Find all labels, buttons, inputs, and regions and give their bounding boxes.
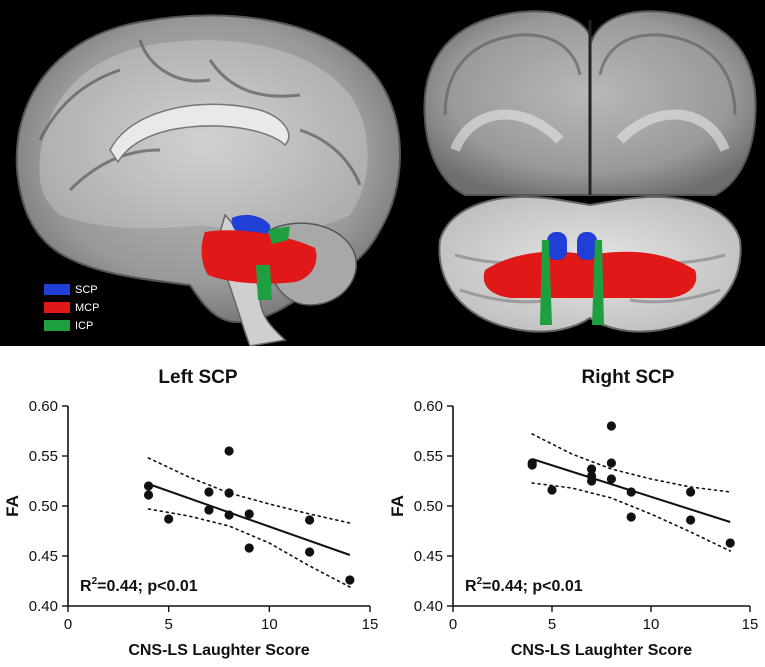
brain-illustration: SCP MCP ICP (15, 10, 757, 346)
left-scp-data-point (244, 509, 254, 519)
left-scp-data-point (164, 514, 174, 524)
left-scp-x-tick-label: 10 (261, 616, 278, 633)
right-scp-data-point (547, 485, 557, 495)
left-scp-ci-upper (147, 457, 351, 524)
brain-image-panel: SCP MCP ICP (0, 0, 765, 346)
left-scp-x-tick-label: 0 (64, 616, 72, 633)
left-scp-y-tick-label: 0.45 (29, 548, 58, 565)
scp-tract-coronal-left (547, 232, 567, 260)
right-scp-y-tick-label: 0.60 (414, 398, 443, 415)
left-scp-data-point (224, 446, 234, 456)
right-scp-data-point (587, 464, 597, 474)
right-scp-y-tick-label: 0.45 (414, 548, 443, 565)
left-scp-x-tick-label: 5 (164, 616, 172, 633)
right-scp-y-axis-label: FA (388, 495, 407, 517)
left-scp-y-axis-label: FA (3, 495, 22, 517)
right-scp-data-point (606, 474, 616, 484)
right-scp-data-point (606, 458, 616, 468)
left-scp-ci-lower (147, 508, 351, 588)
tract-legend: SCP MCP ICP (44, 284, 99, 332)
left-scp-x-axis-label: CNS-LS Laughter Score (128, 642, 309, 659)
left-scp-y-tick-label: 0.50 (29, 498, 58, 515)
left-scp-y-tick-label: 0.40 (29, 598, 58, 615)
right-scp-x-tick-label: 5 (548, 616, 556, 633)
right-scp-data-point (686, 515, 696, 525)
legend-swatch-scp (44, 284, 70, 295)
icp-tract-coronal (540, 240, 604, 325)
left-scp-scatter-plot: Left SCP 0.40 0.45 0.50 0.55 0.60 0 5 10 15 CNS-LS… (3, 367, 379, 659)
left-scp-y-tick-label: 0.60 (29, 398, 58, 415)
left-scp-data-point (204, 487, 214, 497)
left-scp-data-point (143, 490, 154, 500)
right-scp-plot-title: Right SCP (582, 367, 675, 388)
right-scp-x-tick-label: 0 (449, 616, 457, 633)
right-scp-y-tick-label: 0.40 (414, 598, 443, 615)
scp-tract-coronal-right (577, 232, 597, 260)
left-scp-x-tick-label: 15 (362, 616, 379, 633)
right-scp-data-point (725, 538, 735, 548)
legend-label-scp: SCP (75, 284, 98, 296)
sagittal-brain-view (15, 14, 401, 346)
left-scp-r2-annotation: R2=0.44; p<0.01 (80, 576, 198, 595)
icp-tract-sagittal (256, 226, 290, 300)
left-scp-data-point (345, 575, 355, 585)
right-scp-data-point (527, 460, 537, 470)
right-scp-ci-lower (531, 482, 731, 552)
left-scp-data-point (244, 543, 254, 553)
left-scp-regression-line (148, 483, 351, 556)
legend-label-icp: ICP (75, 320, 93, 332)
right-scp-x-tick-label: 15 (742, 616, 759, 633)
left-scp-data-point (204, 505, 214, 515)
legend-swatch-mcp (44, 302, 70, 313)
left-scp-data-point (224, 510, 234, 520)
mcp-tract-coronal (483, 251, 697, 298)
right-scp-data-point (686, 487, 696, 497)
right-scp-ci-upper (531, 433, 731, 493)
legend-swatch-icp (44, 320, 70, 331)
right-scp-data-point (587, 476, 597, 486)
right-scp-y-tick-label: 0.55 (414, 448, 443, 465)
left-scp-plot-title: Left SCP (158, 367, 238, 388)
right-scp-x-tick-label: 10 (643, 616, 660, 633)
right-scp-scatter-plot: Right SCP 0.40 0.45 0.50 0.55 0.60 0 5 10 15 CNS-L… (388, 367, 759, 659)
right-scp-data-point (626, 512, 636, 522)
mcp-tract-sagittal (201, 230, 317, 284)
left-scp-data-point (143, 481, 154, 491)
legend-label-mcp: MCP (75, 302, 99, 314)
right-scp-data-point (626, 487, 636, 497)
right-scp-x-axis-label: CNS-LS Laughter Score (511, 642, 692, 659)
right-scp-data-point (606, 421, 616, 431)
left-scp-data-point (224, 488, 234, 498)
coronal-brain-view (423, 10, 757, 333)
right-scp-r2-annotation: R2=0.44; p<0.01 (465, 576, 583, 595)
left-scp-y-tick-label: 0.55 (29, 448, 58, 465)
left-scp-data-point (305, 515, 315, 525)
right-scp-y-tick-label: 0.50 (414, 498, 443, 515)
left-scp-data-point (305, 547, 315, 557)
